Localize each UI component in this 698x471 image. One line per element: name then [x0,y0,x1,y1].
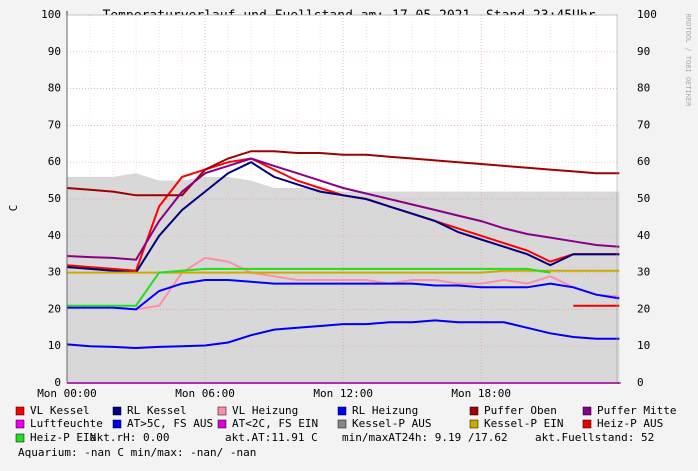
plot-border [66,14,618,384]
legend-swatch [217,406,227,416]
y-tick-label-right: 50 [637,192,650,205]
legend-label: Puffer Oben [484,404,557,417]
y-tick-label: 30 [48,266,61,279]
y-tick-label: 90 [48,45,61,58]
legend-swatch [582,419,592,429]
legend-swatch [337,406,347,416]
legend-label: AT>5C, FS AUS [127,417,213,430]
line [67,267,551,307]
footer-text: akt.Fuellstand: 52 [535,431,654,444]
y-tick-label: 20 [48,302,61,315]
x-tick-label: Mon 12:00 [313,387,373,400]
legend-swatch [15,419,25,429]
legend-label: Heiz-P AUS [597,417,663,430]
y-tick-label-right: 20 [637,302,650,315]
legend-label: Luftfeuchte [30,417,103,430]
legend-label: VL Heizung [232,404,298,417]
legend-label: RL Heizung [352,404,418,417]
legend-label: RL Kessel [127,404,187,417]
legend-label: Heiz-P EIN [30,431,96,444]
x-tick-label: Mon 18:00 [451,387,511,400]
y-axis-label: C [7,205,20,212]
line [66,150,620,197]
legend-label: Kessel-P AUS [352,417,431,430]
legend-label: Kessel-P EIN [484,417,563,430]
y-tick-label-right: 0 [637,376,644,389]
y-tick-label: 40 [48,229,61,242]
y-tick-label: 50 [48,192,61,205]
footer-text: akt.rH: 0.00 [90,431,169,444]
legend-label: Puffer Mitte [597,404,676,417]
y-tick-label: 0 [54,376,61,389]
y-tick-label: 60 [48,155,61,168]
legend-swatch [217,419,227,429]
y-tick-label-right: 10 [637,339,650,352]
legend-swatch [582,406,592,416]
y-tick-label: 10 [48,339,61,352]
legend-label: VL Kessel [30,404,90,417]
y-tick-label-right: 40 [637,229,650,242]
legend-swatch [469,419,479,429]
x-tick-label: Mon 00:00 [37,387,97,400]
line [67,256,620,311]
legend-swatch [112,406,122,416]
legend-swatch [15,433,25,443]
y-tick-label-right: 70 [637,118,650,131]
legend-label: AT<2C, FS EIN [232,417,318,430]
y-tick-label-right: 90 [637,45,650,58]
line [67,279,620,311]
legend-swatch [15,406,25,416]
footer-text: min/maxAT24h: 9.19 /17.62 [342,431,508,444]
legend-swatch [337,419,347,429]
footer-text: Aquarium: -nan C min/max: -nan/ -nan [18,446,256,459]
y-tick-label-right: 30 [637,266,650,279]
line [66,157,620,261]
footer-text: akt.AT:11.91 C [225,431,318,444]
y-tick-label: 100 [41,8,61,21]
line [66,161,620,274]
y-tick-label: 80 [48,82,61,95]
legend-swatch [112,419,122,429]
x-tick-label: Mon 06:00 [175,387,235,400]
y-tick-label: 70 [48,118,61,131]
y-tick-label-right: 60 [637,155,650,168]
y-tick-label-right: 100 [637,8,657,21]
line [66,319,620,350]
y-tick-label-right: 80 [637,82,650,95]
legend-swatch [469,406,479,416]
watermark: RRDTOOL / TOBI OETIKER [684,14,692,108]
